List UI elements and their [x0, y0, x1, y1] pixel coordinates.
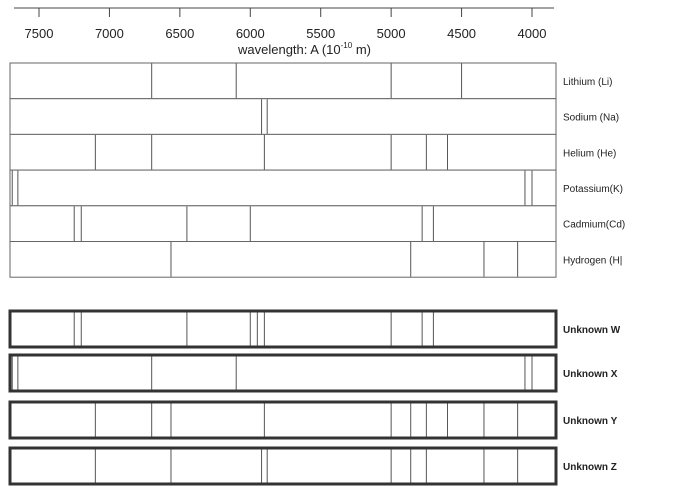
unknown-spectrum: Unknown Z: [8, 446, 617, 486]
axis-tick-label: 5500: [306, 26, 335, 41]
spectrum-box: [9, 62, 557, 100]
spectrum-label: Cadmium(Cd): [563, 220, 625, 231]
spectrum-label: Lithium (Li): [563, 77, 612, 88]
wavelength-axis: 7500 7000 6500 6000 5500 5000 4500 4000 wavelen…: [14, 7, 554, 57]
reference-spectrum: Sodium (Na): [9, 98, 619, 135]
spectrum-box: [9, 241, 557, 278]
axis-tick-label: 7500: [25, 26, 54, 41]
unknown-spectrum: Unknown W: [8, 309, 621, 349]
spectrum-label: Potassium(K): [563, 184, 623, 195]
spectrum-box: [8, 400, 558, 440]
spectrum-label: Helium (He): [563, 148, 616, 159]
spectrum-label: Sodium (Na): [563, 113, 619, 124]
axis-tick-label: 6500: [165, 26, 194, 41]
reference-spectrum: Cadmium(Cd): [9, 205, 625, 243]
unknown-spectrum: Unknown Y: [8, 400, 618, 440]
reference-spectra: Lithium (Li) Sodium (Na) Helium (He) Potass…: [9, 62, 625, 278]
reference-spectrum: Potassium(K): [9, 169, 623, 207]
unknown-spectra: Unknown W Unknown X Unknown Y Unknown Z: [8, 309, 621, 486]
unknown-spectrum: Unknown X: [8, 353, 618, 393]
axis-tick-label: 5000: [377, 26, 406, 41]
axis-tick-label: 6000: [236, 26, 265, 41]
reference-spectrum: Helium (He): [9, 133, 616, 171]
spectrum-box: [9, 133, 557, 171]
spectrum-label: Unknown W: [563, 325, 621, 336]
spectrum-label: Unknown Y: [563, 416, 618, 427]
reference-spectrum: Lithium (Li): [9, 62, 612, 100]
spectrum-box: [9, 169, 557, 207]
spectrum-box: [8, 353, 558, 393]
axis-tick-label: 7000: [95, 26, 124, 41]
axis-tick-label: 4000: [518, 26, 547, 41]
spectrum-box: [9, 98, 557, 135]
spectrum-box: [9, 205, 557, 243]
reference-spectrum: Hydrogen (H|: [9, 241, 622, 278]
axis-label: wavelength: A (10-10 m): [237, 41, 371, 57]
spectrum-label: Unknown Z: [563, 462, 617, 473]
axis-tick-label: 4500: [447, 26, 476, 41]
spectrum-label: Unknown X: [563, 369, 618, 380]
spectrum-label: Hydrogen (H|: [563, 255, 622, 266]
spectrum-box: [8, 446, 558, 486]
spectrum-box: [8, 309, 558, 349]
